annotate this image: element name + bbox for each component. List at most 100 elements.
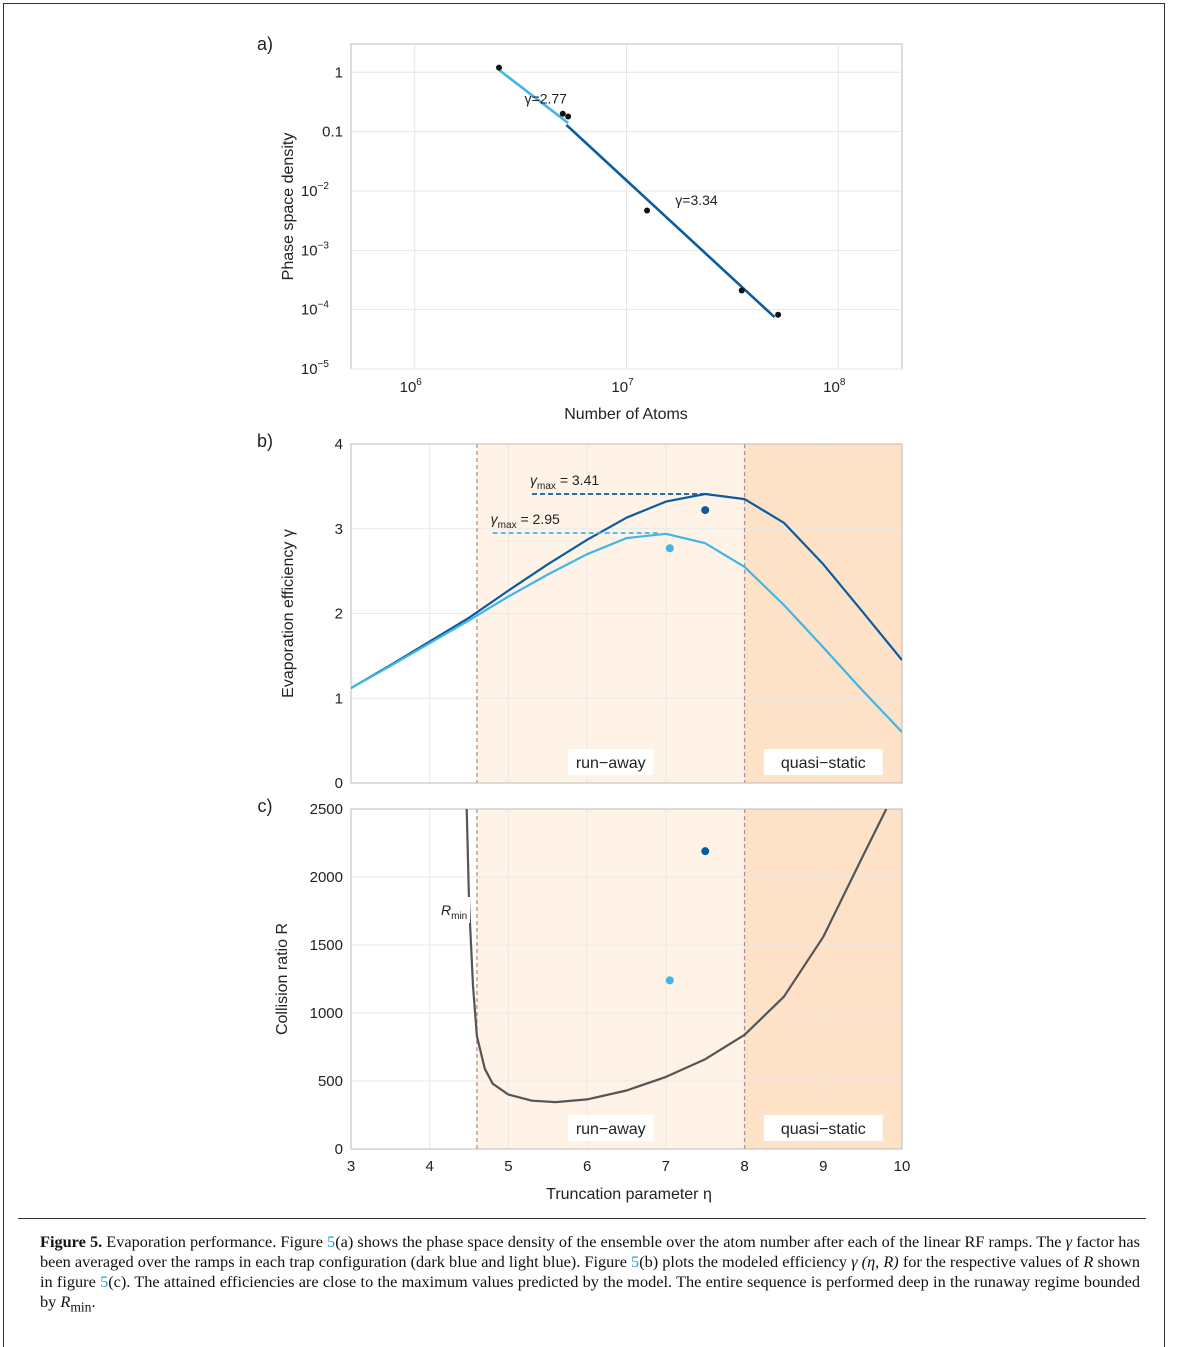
x-axis-label: Truncation parameter η	[546, 1186, 712, 1203]
x-tick-label: 7	[662, 1158, 670, 1175]
data-point	[665, 976, 674, 985]
caption-symbol: R	[60, 1292, 71, 1311]
y-tick-exponent: −2	[318, 181, 330, 192]
y-tick-label: 1500	[310, 937, 343, 954]
panel-label: c)	[258, 796, 273, 816]
data-point	[559, 110, 566, 117]
y-tick-label: 500	[318, 1073, 343, 1090]
series-line	[465, 809, 888, 1104]
panel-label: a)	[257, 34, 273, 54]
caption-figure-label: Figure 5.	[40, 1232, 103, 1251]
y-tick-exponent: −4	[318, 300, 330, 311]
data-point	[701, 506, 710, 515]
y-tick-label: 1000	[310, 1005, 343, 1022]
caption-figure-link[interactable]: 5	[631, 1252, 640, 1271]
series-group	[465, 809, 888, 1104]
y-tick-label: 0	[335, 1141, 343, 1158]
y-tick-label: 10−5	[301, 359, 330, 378]
region-label: quasi−static	[781, 755, 866, 772]
rmin-subscript: min	[451, 911, 467, 922]
y-tick-label: 1	[335, 64, 343, 81]
y-tick-label: 0	[335, 775, 343, 792]
x-axis-label: Number of Atoms	[564, 406, 688, 423]
x-tick-label: 6	[583, 1158, 591, 1175]
region-label-box	[568, 749, 654, 775]
y-axis-label: Phase space density	[280, 133, 297, 281]
caption-text: (b) plots the modeled efficiency	[639, 1252, 852, 1271]
x-tick-label: 3	[347, 1158, 355, 1175]
data-point	[701, 847, 710, 856]
y-axis-label: Collision ratio R	[274, 923, 291, 1035]
x-tick-exponent: 6	[416, 377, 422, 388]
y-tick-exponent: −5	[318, 359, 330, 370]
gamma-annotation: γ=2.77	[525, 90, 568, 106]
caption-divider	[18, 1218, 1146, 1219]
y-tick-label: 10−4	[301, 300, 330, 319]
caption-figure-link[interactable]: 5	[327, 1232, 336, 1251]
caption-text: Evaporation performance. Figure	[102, 1232, 328, 1251]
fit-line	[498, 68, 569, 125]
region-label: run−away	[576, 755, 646, 772]
caption-text: (a) shows the phase space density of the…	[335, 1232, 1066, 1251]
y-tick-label: 10−2	[301, 181, 330, 200]
series-label-box	[438, 897, 470, 923]
y-tick-label: 0.1	[322, 124, 343, 141]
region-label: run−away	[576, 1121, 646, 1138]
x-tick-label: 9	[819, 1158, 827, 1175]
data-point	[565, 113, 572, 120]
data-point	[738, 287, 745, 294]
gamma-max-value: = 3.41	[556, 472, 599, 488]
region-label-box	[568, 1115, 654, 1141]
x-tick-exponent: 8	[840, 377, 846, 388]
x-tick-label: 108	[823, 377, 846, 396]
y-tick-label: 2500	[310, 801, 343, 818]
caption-text: shown in figure	[40, 1252, 1140, 1291]
panel-a-chart: 106 107 108 1 0.1 10−2 10−3 10−4 10−5 γ=2.77 γ=3.3…	[257, 34, 903, 423]
region-label-box	[763, 749, 883, 775]
y-tick-label: 2	[335, 606, 343, 623]
series-line	[351, 532, 902, 733]
gamma-max-subscript: max	[498, 520, 517, 531]
data-point	[665, 544, 674, 553]
region-shading	[476, 809, 745, 1149]
fit-line	[565, 123, 776, 319]
caption-symbol: γ (η, R)	[851, 1252, 899, 1271]
series-group	[351, 492, 902, 733]
gamma-annotation: γ=3.34	[675, 192, 718, 208]
data-point	[644, 207, 651, 214]
caption-symbol: R	[1083, 1252, 1094, 1271]
y-tick-label: 3	[335, 521, 343, 538]
caption-text: factor has been averaged over the ramps …	[40, 1232, 1140, 1271]
caption-subscript: min	[70, 1299, 92, 1315]
figure-frame	[3, 3, 1165, 1347]
region-label: quasi−static	[781, 1121, 866, 1138]
figure-caption: Figure 5. Evaporation performance. Figur…	[40, 1232, 1140, 1317]
panel-c-chart: run−away quasi−static 0 500 1000 1500 2000 2500…	[258, 796, 911, 1203]
x-tick-label: 107	[611, 377, 634, 396]
x-tick-label: 106	[400, 377, 423, 396]
x-tick-label: 10	[894, 1158, 911, 1175]
x-tick-label: 4	[426, 1158, 434, 1175]
gamma-max-value: = 2.95	[517, 511, 560, 527]
y-tick-label: 4	[335, 436, 343, 453]
figure-charts: 106 107 10810.110−210−310−410−5γ=2.77γ=3.3…	[257, 34, 911, 1203]
data-point	[496, 64, 503, 71]
region-label-box	[763, 1115, 883, 1141]
gamma-max-subscript: max	[537, 481, 556, 492]
series-line	[351, 492, 902, 690]
plot-frame	[350, 808, 903, 1150]
y-tick-exponent: −3	[318, 240, 330, 251]
caption-symbol: γ	[1065, 1232, 1073, 1251]
x-tick-exponent: 7	[628, 377, 634, 388]
caption-text: .	[91, 1292, 96, 1311]
caption-text: (c). The attained efficiencies are close…	[40, 1272, 1140, 1311]
x-tick-label: 5	[504, 1158, 512, 1175]
caption-text: for the respective values of	[898, 1252, 1084, 1271]
y-tick-label: 10−3	[301, 240, 330, 259]
y-tick-label: 1	[335, 690, 343, 707]
x-tick-label: 8	[740, 1158, 748, 1175]
panel-label: b)	[257, 431, 273, 451]
data-point	[775, 311, 782, 318]
caption-figure-link[interactable]: 5	[100, 1272, 109, 1291]
